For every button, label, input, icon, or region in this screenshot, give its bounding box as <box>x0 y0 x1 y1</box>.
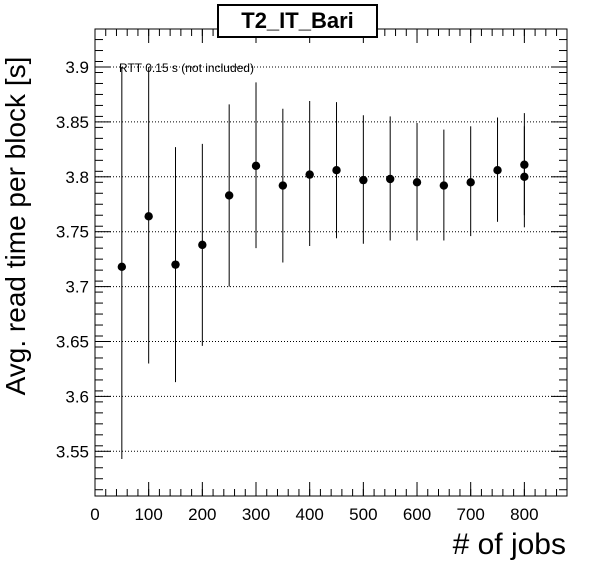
x-tick-label: 800 <box>510 505 538 524</box>
tick-labels: 3.55 3.6 3.65 3.7 3.75 3.8 3.85 3.9 0 100 200 300 40… <box>56 58 539 524</box>
data-point <box>224 191 234 200</box>
data-point <box>332 166 341 175</box>
y-axis-label: Avg. read time per block [s] <box>0 56 31 396</box>
data-points <box>117 160 529 272</box>
x-tick-label: 200 <box>188 505 216 524</box>
data-point <box>251 161 261 171</box>
error-bars <box>121 67 525 459</box>
y-tick-label: 3.6 <box>65 387 89 406</box>
y-tick-label: 3.65 <box>56 333 89 352</box>
rtt-annotation: RTT 0.15 s (not included) <box>119 61 254 75</box>
data-point <box>144 212 153 221</box>
data-point <box>493 166 502 175</box>
data-point <box>466 178 475 187</box>
data-point <box>198 240 207 250</box>
x-tick-label: 700 <box>457 505 485 524</box>
y-tick-label: 3.9 <box>65 58 89 77</box>
x-tick-label: 400 <box>295 505 323 524</box>
x-tick-label: 0 <box>90 505 99 524</box>
chart-title: T2_IT_Bari <box>217 4 378 38</box>
axis-ticks <box>94 29 567 496</box>
x-tick-label: 500 <box>349 505 377 524</box>
plot-frame <box>94 28 568 497</box>
data-point <box>412 178 422 187</box>
y-tick-label: 3.7 <box>65 278 89 297</box>
data-point <box>305 170 314 179</box>
y-tick-label: 3.55 <box>56 442 89 461</box>
data-point <box>520 172 529 181</box>
x-tick-label: 300 <box>242 505 270 524</box>
y-tick-label: 3.75 <box>56 223 89 242</box>
data-point <box>359 175 368 185</box>
y-tick-label: 3.8 <box>65 168 89 187</box>
data-point <box>117 262 127 272</box>
data-point <box>278 181 288 190</box>
data-point <box>171 260 180 269</box>
data-point <box>385 174 395 184</box>
data-point <box>520 160 529 169</box>
x-axis-label: # of jobs <box>452 528 566 561</box>
data-point <box>439 181 449 190</box>
x-tick-label: 100 <box>134 505 162 524</box>
y-tick-label: 3.85 <box>56 113 89 132</box>
gridlines <box>95 66 567 452</box>
x-tick-label: 600 <box>403 505 431 524</box>
